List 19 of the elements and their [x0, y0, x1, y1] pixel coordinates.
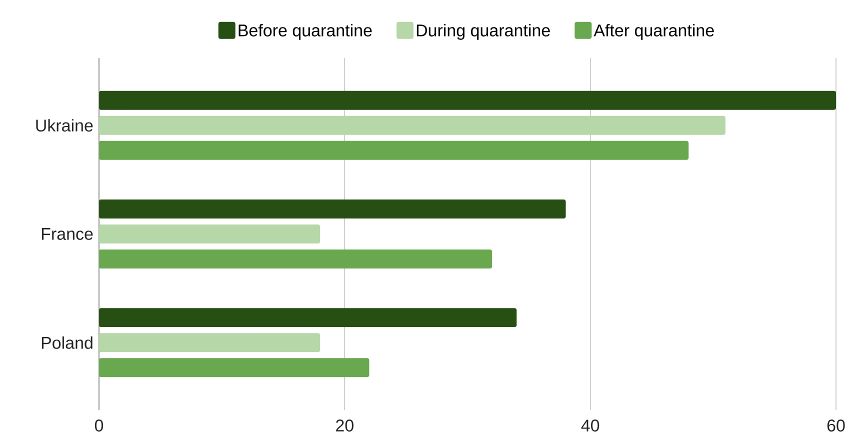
bar — [99, 90, 836, 110]
bar — [99, 249, 492, 268]
x-tick-label: 60 — [827, 420, 845, 432]
y-tick-label: Ukraine — [36, 119, 93, 132]
x-tick-label: 20 — [336, 420, 354, 432]
legend-label: Before quarantine — [238, 24, 372, 40]
bar — [99, 358, 370, 378]
legend-label: After quarantine — [594, 24, 714, 40]
bar — [99, 333, 320, 352]
bar — [99, 224, 320, 244]
y-tick-label: France — [42, 228, 93, 240]
legend-label: During quarantine — [416, 24, 550, 40]
bar — [99, 140, 689, 160]
bar — [99, 116, 726, 135]
bar — [99, 308, 517, 328]
bar — [99, 199, 566, 218]
y-tick-label: Poland — [42, 336, 92, 349]
x-tick-label: 0 — [94, 420, 104, 432]
x-tick-label: 40 — [581, 420, 600, 432]
